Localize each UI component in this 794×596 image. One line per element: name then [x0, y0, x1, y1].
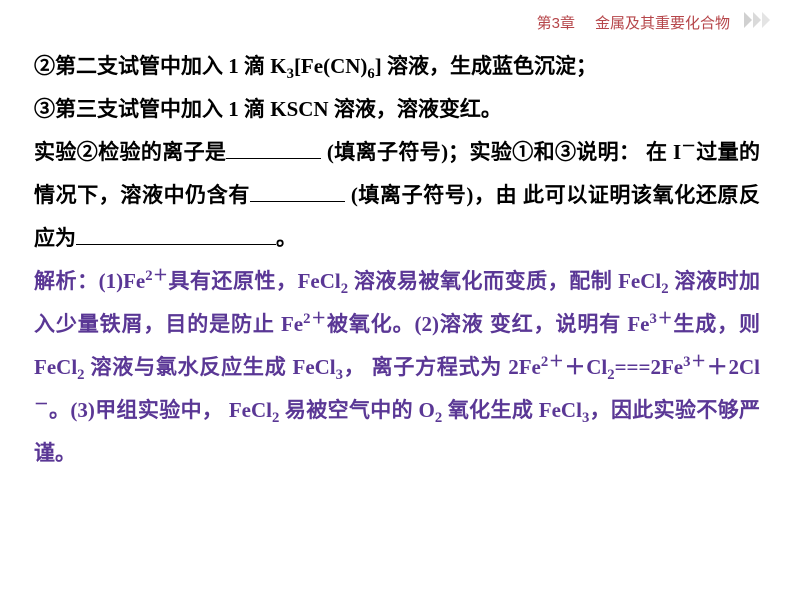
- q-line1-post: ] 溶液，生成蓝色沉淀；: [375, 54, 597, 78]
- q-line3-post: (填离子符号)；实验①和③说明：: [321, 140, 640, 164]
- a-seg: 溶液易被氧化而变质，配制: [348, 269, 612, 293]
- a-sup: 2＋: [541, 354, 565, 370]
- a-sub: 3: [336, 368, 343, 384]
- a-seg: FeCl: [618, 269, 661, 293]
- a-seg: 变红，说明有 Fe: [490, 312, 650, 336]
- a-sub: 2: [77, 368, 84, 384]
- a-seg: ===2Fe: [615, 355, 684, 379]
- a-sup: 2＋: [303, 311, 327, 327]
- fill-blank: [226, 136, 321, 159]
- a-sub: 2: [607, 368, 614, 384]
- a-seg: 溶液与氯水反应生成 FeCl: [85, 355, 336, 379]
- a-sup: －: [34, 397, 49, 413]
- a-seg: 被氧化。(2)溶液: [327, 312, 484, 336]
- q-line4-post: (填离子符号)，由: [345, 183, 517, 207]
- a-seg: ，: [343, 355, 366, 379]
- a-seg: 易被空气中的 O: [279, 398, 435, 422]
- q-line1-pre: ②第二支试管中加入 1 滴 K: [34, 54, 287, 78]
- fill-blank: [76, 222, 276, 245]
- a-sub: 2: [661, 281, 668, 297]
- q-sup: －: [681, 139, 696, 155]
- fill-blank: [250, 179, 345, 202]
- a-seg: 离子方程式为 2Fe: [372, 355, 541, 379]
- a-seg: 解析：(1)Fe: [34, 269, 145, 293]
- q-line3-pre: 实验②检验的离子是: [34, 140, 226, 164]
- a-seg: 具有还原性，FeCl: [168, 269, 340, 293]
- chapter-header: 第3章 金属及其重要化合物: [527, 10, 774, 35]
- q-sub: 6: [367, 66, 374, 82]
- page-content: ②第二支试管中加入 1 滴 K3[Fe(CN)6] 溶液，生成蓝色沉淀； ③第三…: [34, 45, 760, 475]
- a-seg: ＋Cl: [564, 355, 607, 379]
- a-sub: 2: [341, 281, 348, 297]
- q-sub: 3: [287, 66, 294, 82]
- q-line2: ③第三支试管中加入 1 滴 KSCN 溶液，溶液变红。: [34, 97, 502, 121]
- a-seg: ＋2Cl: [707, 355, 760, 379]
- q-line5-post: 。: [276, 226, 297, 250]
- q-line1-mid: [Fe(CN): [294, 54, 367, 78]
- chapter-title: 金属及其重要化合物: [585, 10, 740, 35]
- question-text: ②第二支试管中加入 1 滴 K3[Fe(CN)6] 溶液，生成蓝色沉淀； ③第三…: [34, 45, 760, 260]
- answer-text: 解析：(1)Fe2＋具有还原性，FeCl2 溶液易被氧化而变质，配制 FeCl2…: [34, 260, 760, 475]
- a-sup: 3＋: [683, 354, 707, 370]
- chapter-label: 第3章: [527, 10, 585, 35]
- a-seg: FeCl: [229, 398, 272, 422]
- q-line4-pre: 在 I: [646, 140, 681, 164]
- a-seg: 。(3)甲组实验中，: [49, 398, 224, 422]
- a-sup: 2＋: [145, 268, 168, 284]
- a-seg: 氧化生成 FeCl: [442, 398, 582, 422]
- chevron-right-icon: [744, 12, 774, 33]
- a-sup: 3＋: [649, 311, 673, 327]
